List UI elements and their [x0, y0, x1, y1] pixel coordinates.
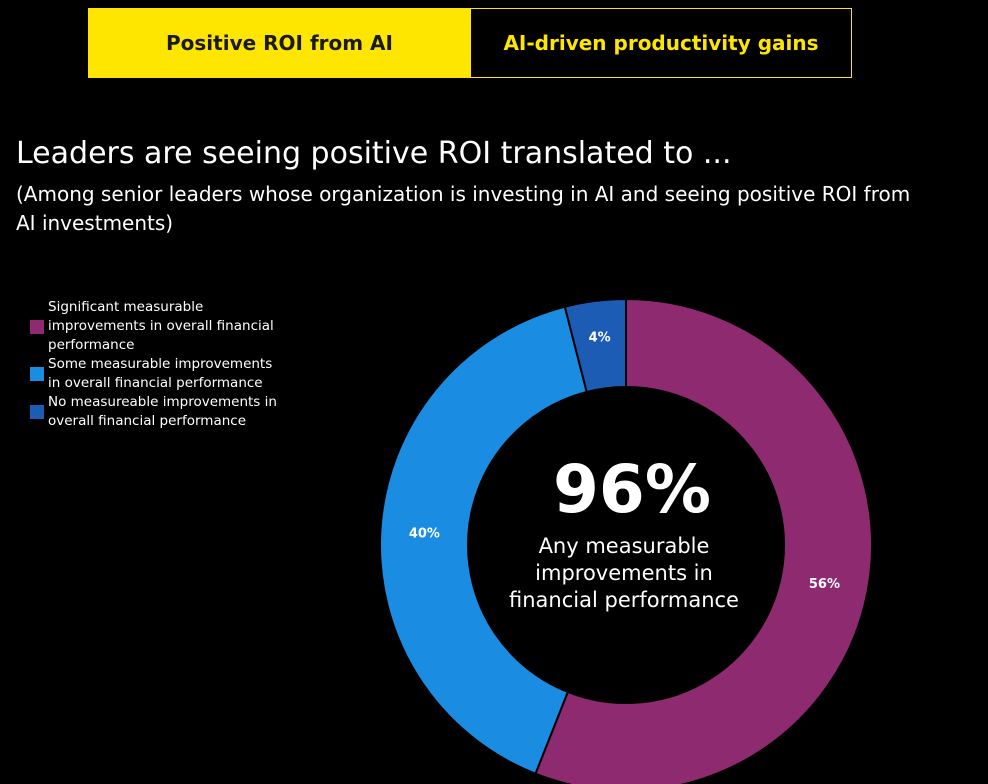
legend-label: No measureable improvements in overall f…	[48, 394, 277, 429]
donut-slice	[379, 305, 588, 776]
center-label: improvements in	[535, 561, 713, 585]
data-label: 56%	[809, 577, 840, 592]
legend: Significant measurable improvements in o…	[30, 298, 293, 431]
legend-item: Significant measurable improvements in o…	[30, 298, 293, 355]
tab-positive-roi[interactable]: Positive ROI from AI	[88, 8, 471, 78]
chart-title: Leaders are seeing positive ROI translat…	[16, 136, 732, 171]
center-label: financial performance	[509, 588, 739, 612]
legend-item: No measureable improvements in overall f…	[30, 393, 293, 431]
legend-label: Some measurable improvements in overall …	[48, 356, 273, 391]
legend-swatch	[30, 319, 44, 334]
chart-subtitle: (Among senior leaders whose organization…	[16, 182, 911, 235]
data-label: 4%	[589, 331, 611, 346]
tab-productivity-gains[interactable]: AI-driven productivity gains	[471, 8, 852, 78]
donut-slice	[534, 297, 873, 784]
donut-slice	[563, 297, 627, 394]
legend-item: Some measurable improvements in overall …	[30, 355, 293, 393]
legend-label: Significant measurable improvements in o…	[48, 299, 274, 353]
center-value: 96%	[553, 451, 711, 528]
center-label: Any measurable	[539, 534, 710, 558]
data-label: 40%	[409, 526, 440, 541]
legend-swatch	[30, 405, 44, 419]
legend-swatch	[30, 367, 44, 381]
